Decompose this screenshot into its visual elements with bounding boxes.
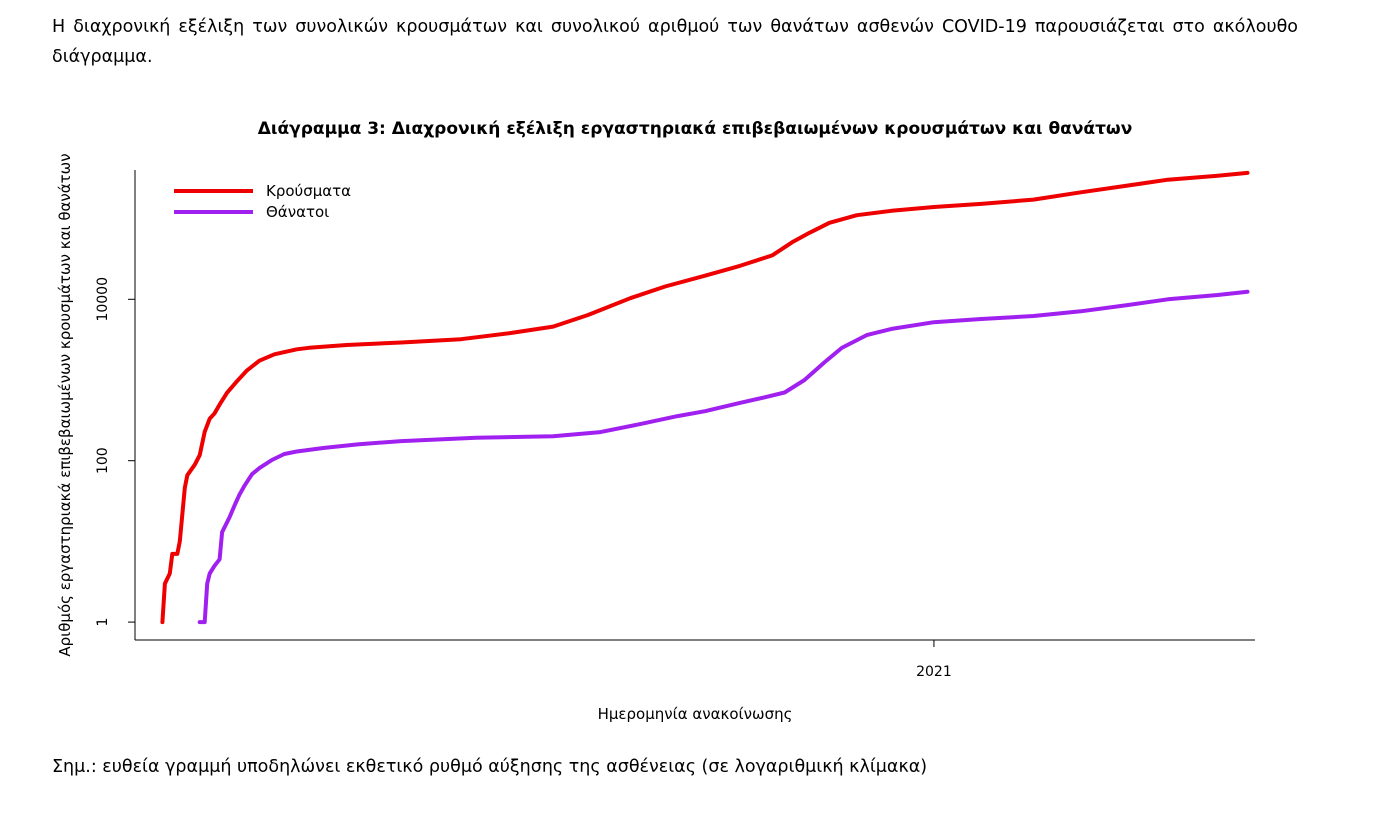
intro-paragraph: Η διαχρονική εξέλιξη των συνολικών κρουσ… xyxy=(52,17,1298,67)
y-tick-label: 10000 xyxy=(95,277,111,322)
chart-lines xyxy=(160,170,1250,625)
cases-series-line xyxy=(160,170,1250,625)
legend-label: Κρούσματα xyxy=(266,182,351,200)
y-tick-label: 100 xyxy=(95,447,111,474)
chart-axes: 1 100 10000 2021 xyxy=(95,170,1255,680)
chart-title: Διάγραμμα 3: Διαχρονική εξέλιξη εργαστηρ… xyxy=(258,119,1133,139)
x-axis-label: Ημερομηνία ανακοίνωσης xyxy=(598,705,793,723)
deaths-series-line xyxy=(197,289,1250,625)
footnote: Σημ.: ευθεία γραμμή υποδηλώνει εκθετικό … xyxy=(52,757,928,777)
y-tick-label: 1 xyxy=(95,618,111,627)
chart-legend: Κρούσματα Θάνατοι xyxy=(174,182,351,221)
y-axis-label: Αριθμός εργαστηριακά επιβεβαιωμένων κρου… xyxy=(56,153,74,656)
legend-label: Θάνατοι xyxy=(266,203,329,221)
x-tick-label: 2021 xyxy=(916,664,952,680)
